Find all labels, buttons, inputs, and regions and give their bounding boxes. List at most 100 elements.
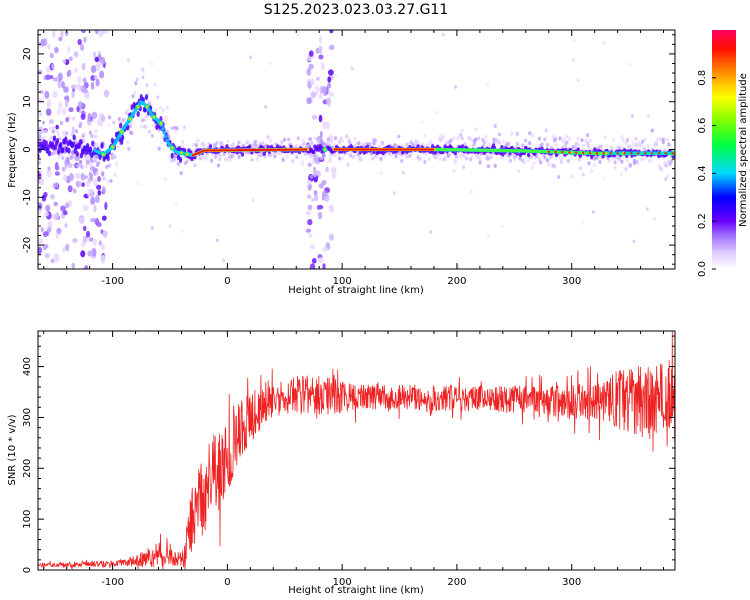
- spectrogram-halo: [214, 154, 218, 159]
- spectrogram-band: [170, 152, 174, 159]
- spectrogram-peak: [547, 150, 550, 153]
- snr-line: [38, 331, 675, 570]
- spectrogram-band: [312, 149, 316, 155]
- spectrogram-peak: [602, 152, 606, 155]
- spectrogram-halo: [642, 156, 646, 161]
- spectrogram-halo: [256, 153, 260, 158]
- spectrogram-noise-blob: [316, 76, 320, 81]
- spectrogram-halo: [444, 155, 448, 160]
- spectrogram-halo: [174, 129, 178, 134]
- spectrogram-halo: [58, 136, 62, 141]
- spectrogram-halo: [266, 135, 270, 140]
- spectrogram-noise-blob: [77, 101, 83, 109]
- spectrogram-halo: [646, 143, 650, 148]
- spectrogram-noise-blob: [435, 110, 439, 115]
- spectrogram-noise-blob: [664, 177, 668, 181]
- spectrogram-noise-blob: [107, 123, 111, 128]
- spectrogram-halo: [452, 135, 456, 140]
- spectrogram-halo: [456, 136, 460, 141]
- spectrogram-halo: [632, 158, 636, 163]
- spectrogram-halo: [408, 153, 412, 158]
- spectrogram-halo: [101, 172, 105, 177]
- spectrogram-noise-blob: [150, 62, 154, 66]
- spectrogram-halo: [383, 154, 387, 159]
- spectrogram-noise-blob: [311, 114, 318, 120]
- spectrogram-halo: [150, 133, 154, 138]
- spectrogram-noise-blob: [47, 220, 53, 228]
- spectrogram-band: [121, 134, 125, 141]
- spectrogram-halo: [157, 146, 161, 151]
- spectrogram-band: [56, 137, 60, 144]
- spectrogram-halo: [353, 136, 357, 141]
- spectrogram-halo: [664, 163, 668, 168]
- spectrogram-noise-blob: [39, 177, 45, 186]
- spectrogram-xtick-label: 100: [333, 276, 352, 287]
- spectrogram-noise-blob: [318, 114, 323, 123]
- spectrogram-noise-blob: [222, 258, 225, 263]
- spectrogram-noise-blob: [85, 159, 90, 165]
- spectrogram-halo: [131, 94, 135, 99]
- spectrogram-halo: [88, 171, 92, 176]
- spectrogram-noise-blob: [100, 114, 106, 123]
- spectrogram-halo: [255, 145, 259, 150]
- spectrogram-noise-blob: [310, 78, 315, 86]
- spectrogram-knot-center: [152, 115, 156, 119]
- spectrogram-halo: [310, 153, 314, 158]
- spectrogram-noise-blob: [576, 78, 580, 83]
- spectrogram-noise-blob: [581, 220, 585, 225]
- spectrogram-halo: [204, 156, 208, 161]
- spectrogram-halo: [526, 158, 530, 163]
- spectrogram-knot-center: [128, 117, 132, 121]
- figure-title: S125.2023.023.03.27.G11: [264, 2, 449, 18]
- spectrogram-halo: [63, 165, 68, 170]
- snr-xtick-label: 0: [224, 577, 230, 588]
- spectrogram-noise-blob: [93, 74, 98, 80]
- spectrogram-halo: [161, 108, 165, 113]
- spectrogram-noise-blob: [79, 216, 85, 225]
- spectrogram-halo: [360, 157, 364, 162]
- spectrogram-noise-blob: [64, 222, 68, 228]
- spectrogram-halo: [488, 142, 492, 147]
- spectrogram-halo: [620, 134, 624, 139]
- spectrogram-xtick-label: 200: [447, 276, 466, 287]
- spectrogram-band: [71, 141, 75, 148]
- spectrogram-halo: [61, 156, 65, 161]
- spectrogram-halo: [481, 138, 485, 143]
- spectrogram-halo: [281, 158, 285, 163]
- spectrogram-noise-blob: [99, 70, 105, 79]
- spectrogram-noise-blob: [350, 66, 354, 71]
- spectrogram-halo: [55, 129, 59, 134]
- spectrogram-noise-blob: [75, 172, 81, 179]
- spectrogram-halo: [130, 131, 134, 136]
- spectrogram-xlabel: Height of straight line (km): [288, 285, 424, 296]
- spectrogram-halo: [88, 130, 92, 135]
- spectrogram-halo: [587, 144, 591, 149]
- spectrogram-halo: [658, 136, 663, 141]
- spectrogram-noise-blob: [401, 170, 405, 175]
- spectrogram-noise-blob: [72, 238, 78, 243]
- spectrogram-halo: [165, 105, 170, 110]
- spectrogram-peak: [568, 151, 571, 154]
- spectrogram-core: [165, 138, 169, 143]
- spectrogram-noise-blob: [62, 210, 68, 216]
- spectrogram-halo: [607, 159, 612, 164]
- spectrogram-noise-blob: [70, 84, 77, 89]
- spectrogram-halo: [192, 142, 196, 147]
- spectrogram-halo: [521, 143, 525, 148]
- spectrogram-halo: [218, 153, 222, 158]
- spectrogram-noise-blob: [334, 73, 337, 78]
- spectrogram-halo: [295, 155, 299, 160]
- spectrogram-noise-blob: [429, 230, 433, 234]
- spectrogram-noise-blob: [80, 250, 86, 258]
- spectrogram-noise-blob: [82, 204, 89, 212]
- snr-ytick-label: 200: [22, 459, 33, 478]
- spectrogram-noise-blob: [55, 76, 60, 83]
- spectrogram-halo: [51, 129, 55, 134]
- spectrogram-noise-blob: [54, 171, 60, 176]
- spectrogram-noise-blob: [441, 32, 445, 37]
- spectrogram-noise-blob: [308, 63, 314, 70]
- spectrogram-noise-blob: [45, 74, 51, 81]
- spectrogram-noise-blob: [320, 62, 325, 71]
- spectrogram-band: [136, 111, 140, 118]
- spectrogram-noise-blob: [327, 76, 332, 83]
